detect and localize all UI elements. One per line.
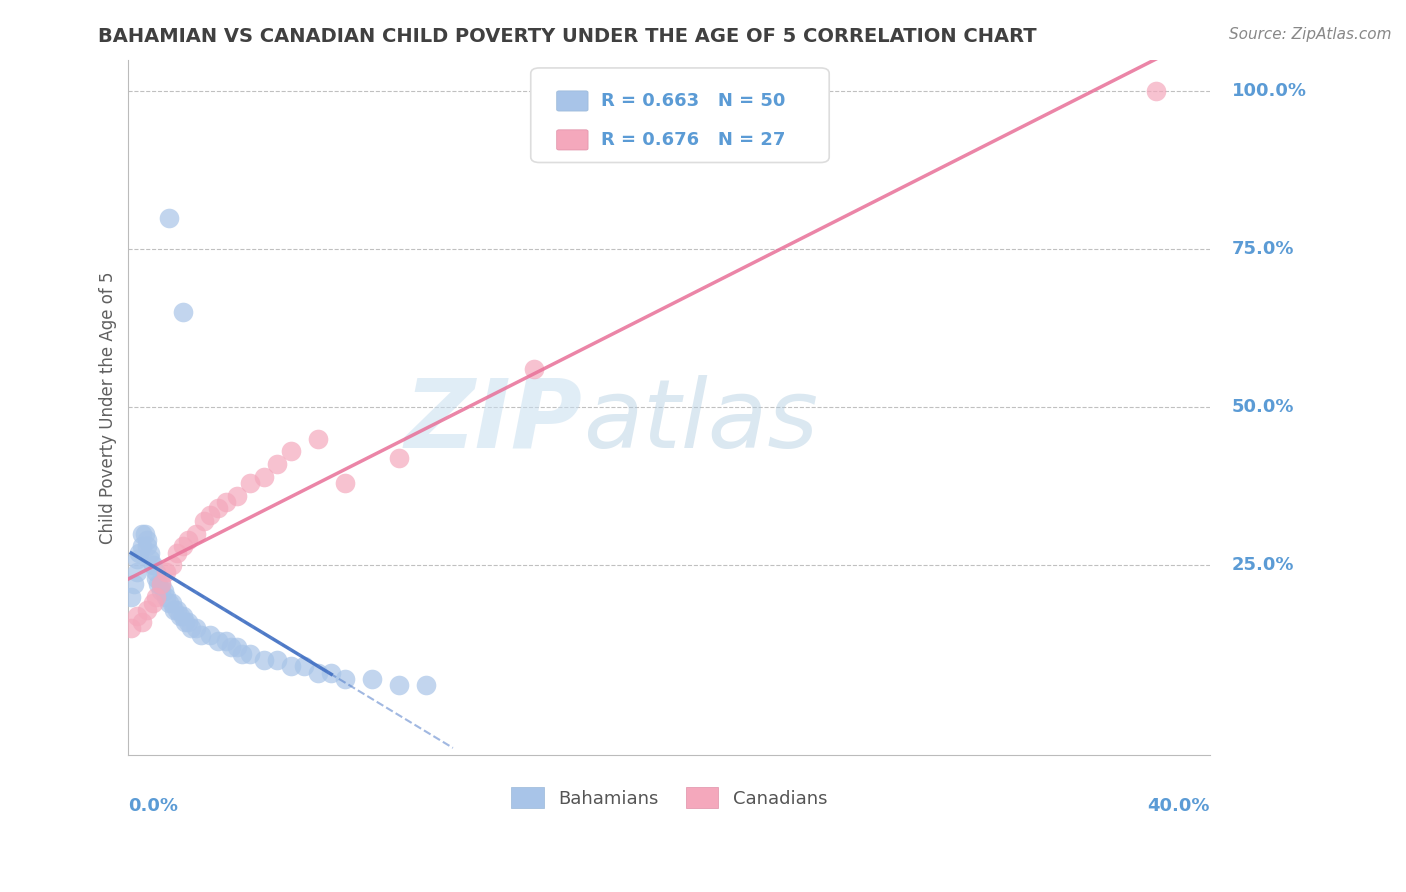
Point	[172, 305, 194, 319]
Point	[215, 495, 238, 509]
Point	[280, 659, 302, 673]
Point	[360, 672, 382, 686]
Point	[142, 558, 165, 573]
Point	[142, 596, 165, 610]
Point	[193, 514, 215, 528]
Text: 75.0%: 75.0%	[1232, 240, 1294, 258]
Point	[174, 615, 197, 629]
Point	[125, 552, 148, 566]
Text: BAHAMIAN VS CANADIAN CHILD POVERTY UNDER THE AGE OF 5 CORRELATION CHART: BAHAMIAN VS CANADIAN CHILD POVERTY UNDER…	[98, 27, 1038, 45]
Point	[333, 476, 356, 491]
Point	[136, 539, 159, 553]
Text: ZIP: ZIP	[405, 375, 582, 467]
Point	[152, 583, 174, 598]
Point	[149, 577, 172, 591]
Point	[177, 533, 200, 547]
Point	[155, 565, 177, 579]
Point	[266, 457, 288, 471]
FancyBboxPatch shape	[530, 68, 830, 162]
Point	[125, 565, 148, 579]
Text: Source: ZipAtlas.com: Source: ZipAtlas.com	[1229, 27, 1392, 42]
Point	[415, 678, 437, 692]
Point	[225, 640, 247, 655]
Point	[219, 640, 242, 655]
Point	[190, 628, 212, 642]
Point	[139, 552, 162, 566]
Point	[307, 432, 329, 446]
Point	[523, 362, 546, 376]
Point	[180, 622, 202, 636]
Point	[207, 501, 229, 516]
Point	[321, 665, 343, 680]
Text: 40.0%: 40.0%	[1147, 797, 1209, 814]
Point	[166, 546, 188, 560]
Point	[388, 450, 411, 465]
Text: R = 0.676   N = 27: R = 0.676 N = 27	[600, 131, 786, 149]
FancyBboxPatch shape	[557, 130, 588, 150]
Point	[239, 647, 262, 661]
Point	[160, 558, 183, 573]
Point	[145, 590, 167, 604]
Point	[131, 615, 153, 629]
Point	[239, 476, 262, 491]
Point	[280, 444, 302, 458]
Text: 50.0%: 50.0%	[1232, 398, 1294, 417]
Point	[207, 634, 229, 648]
Point	[215, 634, 238, 648]
Point	[198, 628, 221, 642]
Point	[172, 608, 194, 623]
Point	[136, 533, 159, 547]
Point	[157, 596, 180, 610]
Point	[157, 211, 180, 225]
Point	[388, 678, 411, 692]
Point	[136, 602, 159, 616]
Point	[1144, 84, 1167, 98]
Point	[253, 470, 276, 484]
Point	[225, 489, 247, 503]
Point	[184, 526, 207, 541]
Point	[122, 577, 145, 591]
Point	[134, 526, 156, 541]
Point	[149, 577, 172, 591]
Text: 0.0%: 0.0%	[128, 797, 179, 814]
Point	[169, 608, 191, 623]
Point	[198, 508, 221, 522]
Point	[166, 602, 188, 616]
Y-axis label: Child Poverty Under the Age of 5: Child Poverty Under the Age of 5	[100, 271, 117, 543]
Legend: Bahamians, Canadians: Bahamians, Canadians	[503, 780, 834, 815]
Point	[333, 672, 356, 686]
Point	[148, 577, 170, 591]
Point	[131, 526, 153, 541]
Point	[253, 653, 276, 667]
Text: 100.0%: 100.0%	[1232, 82, 1306, 100]
Point	[292, 659, 315, 673]
Point	[131, 539, 153, 553]
Point	[139, 546, 162, 560]
Point	[128, 546, 150, 560]
Point	[266, 653, 288, 667]
Point	[145, 565, 167, 579]
Point	[120, 590, 142, 604]
Text: atlas: atlas	[582, 375, 818, 467]
Point	[177, 615, 200, 629]
Point	[125, 608, 148, 623]
Text: 25.0%: 25.0%	[1232, 557, 1294, 574]
Point	[160, 596, 183, 610]
Point	[145, 571, 167, 585]
Point	[307, 665, 329, 680]
Point	[149, 583, 172, 598]
Point	[163, 602, 186, 616]
FancyBboxPatch shape	[557, 91, 588, 111]
Point	[184, 622, 207, 636]
Point	[172, 539, 194, 553]
Point	[155, 590, 177, 604]
Text: R = 0.663   N = 50: R = 0.663 N = 50	[600, 92, 786, 111]
Point	[120, 622, 142, 636]
Point	[231, 647, 253, 661]
